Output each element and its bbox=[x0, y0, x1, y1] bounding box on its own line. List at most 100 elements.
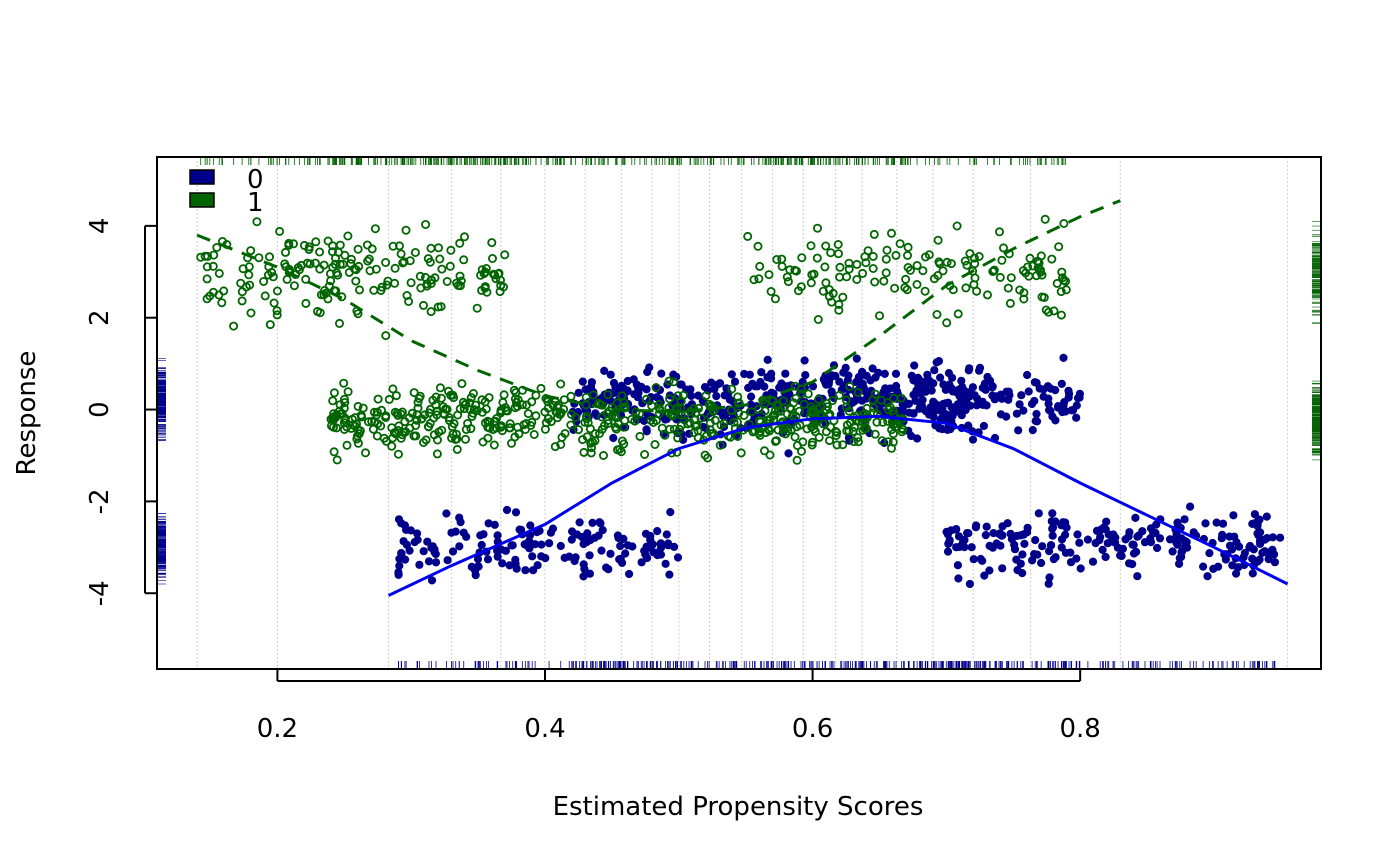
point-group-0 bbox=[904, 399, 914, 408]
point-group-0 bbox=[493, 531, 502, 540]
point-group-1 bbox=[373, 419, 383, 429]
point-group-0 bbox=[801, 371, 810, 380]
point-group-0 bbox=[1019, 406, 1028, 415]
point-group-1 bbox=[852, 259, 862, 269]
point-group-1 bbox=[901, 274, 911, 284]
point-group-0 bbox=[1038, 542, 1047, 551]
point-group-1 bbox=[396, 249, 406, 259]
point-group-1 bbox=[455, 404, 465, 414]
point-group-0 bbox=[1248, 569, 1257, 578]
point-group-0 bbox=[1134, 531, 1143, 540]
point-group-1 bbox=[509, 385, 519, 395]
point-group-0 bbox=[1091, 539, 1100, 548]
point-group-0 bbox=[852, 354, 861, 363]
point-group-1 bbox=[388, 384, 398, 394]
point-group-0 bbox=[609, 433, 618, 443]
point-group-1 bbox=[903, 250, 913, 260]
point-group-0 bbox=[954, 574, 963, 583]
point-group-1 bbox=[416, 283, 426, 293]
point-group-0 bbox=[1225, 532, 1234, 541]
point-group-1 bbox=[585, 424, 595, 434]
point-group-1 bbox=[553, 413, 563, 423]
point-group-1 bbox=[828, 288, 838, 298]
point-group-0 bbox=[1183, 543, 1192, 552]
point-group-1 bbox=[351, 265, 361, 275]
x-tick-label: 0.2 bbox=[257, 714, 298, 744]
point-group-0 bbox=[571, 553, 580, 562]
point-group-1 bbox=[853, 387, 863, 397]
point-group-1 bbox=[560, 428, 570, 438]
point-group-0 bbox=[1173, 518, 1182, 527]
fit-lines bbox=[196, 199, 1289, 597]
point-group-0 bbox=[455, 542, 464, 551]
point-group-0 bbox=[686, 385, 695, 394]
x-axis-label: Estimated Propensity Scores bbox=[553, 792, 924, 822]
point-group-0 bbox=[916, 377, 925, 386]
point-group-0 bbox=[1212, 518, 1221, 527]
point-group-1 bbox=[410, 247, 420, 257]
point-group-1 bbox=[599, 450, 609, 460]
point-group-0 bbox=[621, 549, 630, 558]
point-group-1 bbox=[858, 268, 868, 278]
point-group-1 bbox=[421, 219, 431, 229]
point-group-0 bbox=[427, 576, 437, 585]
x-tick-label: 0.8 bbox=[1059, 714, 1100, 744]
point-group-0 bbox=[657, 369, 666, 378]
point-group-1 bbox=[669, 424, 679, 434]
point-group-1 bbox=[203, 251, 213, 261]
point-group-1 bbox=[459, 255, 469, 265]
point-group-1 bbox=[690, 421, 700, 431]
point-group-1 bbox=[351, 276, 361, 286]
point-group-1 bbox=[372, 431, 382, 441]
point-group-0 bbox=[528, 552, 537, 561]
point-group-1 bbox=[264, 252, 274, 262]
point-group-1 bbox=[876, 395, 886, 405]
point-group-0 bbox=[1062, 523, 1071, 532]
point-group-0 bbox=[1102, 517, 1111, 526]
point-group-1 bbox=[974, 251, 984, 261]
point-group-1 bbox=[766, 286, 776, 296]
point-group-1 bbox=[797, 446, 807, 456]
point-group-1 bbox=[905, 265, 915, 275]
point-group-0 bbox=[666, 507, 675, 517]
point-group-1 bbox=[870, 429, 880, 439]
point-group-1 bbox=[1061, 276, 1071, 286]
point-group-1 bbox=[877, 436, 887, 446]
point-group-1 bbox=[587, 443, 597, 453]
point-group-1 bbox=[369, 285, 379, 295]
point-group-1 bbox=[1052, 278, 1062, 288]
point-group-0 bbox=[1111, 538, 1120, 547]
point-group-0 bbox=[952, 525, 961, 534]
point-group-0 bbox=[1248, 554, 1257, 563]
point-group-0 bbox=[616, 554, 625, 564]
point-group-1 bbox=[552, 402, 562, 412]
point-group-0 bbox=[1262, 512, 1271, 521]
point-group-1 bbox=[328, 396, 338, 406]
point-group-0 bbox=[921, 384, 930, 393]
point-group-1 bbox=[543, 414, 553, 424]
point-group-0 bbox=[775, 383, 784, 392]
point-group-1 bbox=[556, 439, 566, 449]
point-group-1 bbox=[531, 390, 541, 400]
point-group-0 bbox=[579, 539, 588, 549]
legend-swatch-0 bbox=[189, 169, 215, 185]
point-group-0 bbox=[714, 380, 723, 389]
point-group-0 bbox=[1248, 519, 1257, 529]
point-group-1 bbox=[665, 394, 675, 404]
point-group-1 bbox=[657, 423, 667, 433]
point-group-0 bbox=[579, 572, 588, 581]
point-group-1 bbox=[381, 412, 391, 422]
point-group-1 bbox=[416, 414, 426, 424]
point-group-1 bbox=[334, 406, 344, 416]
point-group-0 bbox=[511, 555, 520, 564]
point-group-1 bbox=[237, 287, 247, 297]
point-group-1 bbox=[446, 245, 456, 255]
point-group-1 bbox=[1044, 307, 1054, 317]
point-group-1 bbox=[354, 285, 364, 295]
point-group-1 bbox=[217, 298, 227, 308]
point-group-0 bbox=[448, 547, 458, 556]
point-group-0 bbox=[419, 547, 428, 556]
point-group-0 bbox=[947, 403, 956, 412]
point-group-1 bbox=[995, 272, 1005, 282]
point-group-1 bbox=[885, 402, 895, 412]
